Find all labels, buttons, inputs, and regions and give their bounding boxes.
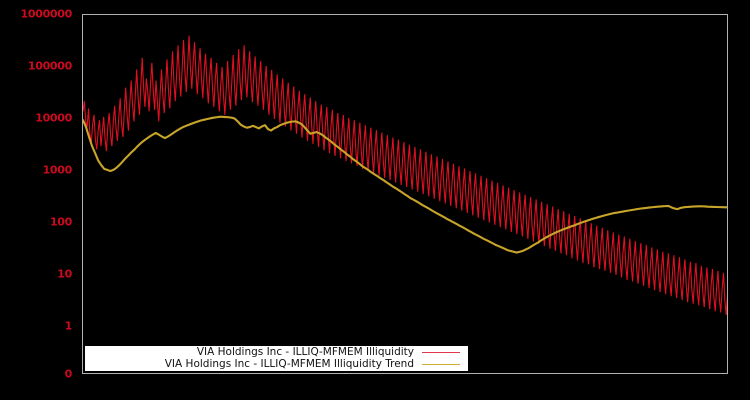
y-axis: 1000000 100000 10000 1000 100 10 1 0 (0, 0, 78, 400)
legend-swatch-illiquidity-icon (422, 352, 460, 353)
legend-swatch-illiquidity-trend-icon (422, 364, 460, 365)
plot-area (82, 14, 728, 374)
y-axis-tick-1: 1 (64, 319, 73, 333)
y-axis-tick-10000: 10000 (35, 111, 72, 125)
y-axis-tick-100: 100 (49, 215, 72, 229)
plot-svg (83, 35, 727, 316)
series-line-illiquidity (83, 35, 727, 316)
chart-legend: VIA Holdings Inc - ILLIQ-MFMEM Illiquidi… (85, 346, 468, 371)
legend-label-illiquidity: VIA Holdings Inc - ILLIQ-MFMEM Illiquidi… (196, 346, 414, 358)
legend-item-illiquidity: VIA Holdings Inc - ILLIQ-MFMEM Illiquidi… (85, 347, 468, 359)
y-axis-tick-0: 0 (64, 367, 73, 381)
series-line-illiquidity-trend (83, 115, 727, 254)
legend-item-illiquidity-trend: VIA Holdings Inc - ILLIQ-MFMEM Illiquidi… (85, 359, 468, 371)
legend-label-illiquidity-trend: VIA Holdings Inc - ILLIQ-MFMEM Illiquidi… (164, 358, 414, 370)
y-axis-tick-1000000: 1000000 (20, 7, 73, 21)
y-axis-tick-100000: 100000 (27, 59, 72, 73)
y-axis-tick-10: 10 (57, 267, 72, 281)
y-axis-tick-1000: 1000 (42, 163, 73, 177)
